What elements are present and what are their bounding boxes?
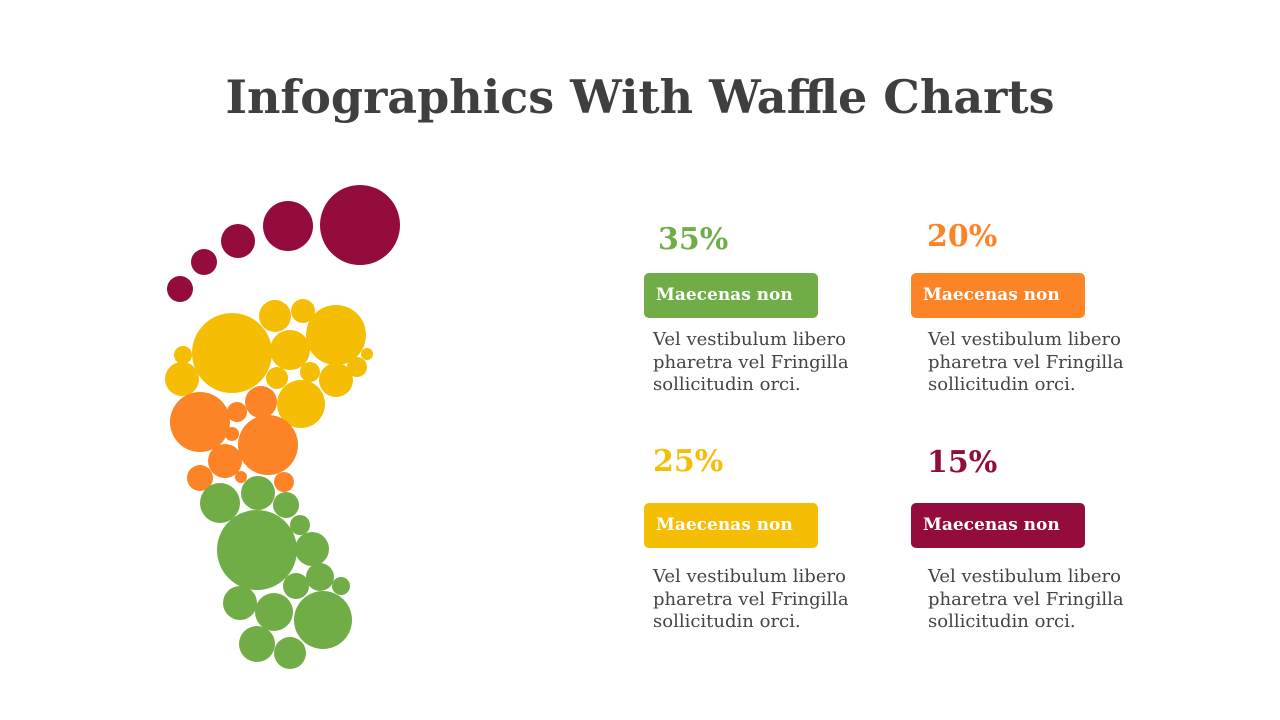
footprint-bubble-yellow (300, 362, 320, 382)
footprint-bubble-orange (170, 392, 230, 452)
footprint-bubble-green (241, 476, 275, 510)
footprint-bubble-green (306, 563, 334, 591)
description-maroon: Vel vestibulum libero pharetra vel Fring… (928, 566, 1124, 632)
footprint-bubble-yellow (361, 348, 373, 360)
page-title: Infographics With Waffle Charts (225, 70, 1055, 124)
footprint-bubble-yellow (277, 380, 325, 428)
label-box-orange: Maecenas non (911, 273, 1085, 318)
footprint-bubble-orange (227, 402, 247, 422)
footprint-bubble-yellow (306, 305, 366, 365)
footprint-bubble-green (239, 626, 275, 662)
footprint-bubble-maroon (263, 201, 313, 251)
footprint-bubble-maroon (191, 249, 217, 275)
footprint-bubble-orange (274, 472, 294, 492)
footprint-bubble-maroon (320, 185, 400, 265)
description-green: Vel vestibulum libero pharetra vel Fring… (653, 329, 849, 395)
footprint-bubble-illustration (165, 185, 400, 669)
footprint-bubble-green (255, 593, 293, 631)
footprint-bubble-green (294, 591, 352, 649)
footprint-bubble-yellow (270, 330, 310, 370)
footprint-bubble-orange (225, 427, 239, 441)
footprint-bubble-maroon (167, 276, 193, 302)
footprint-bubble-yellow (266, 367, 288, 389)
footprint-bubble-yellow (291, 299, 315, 323)
footprint-bubble-orange (187, 465, 213, 491)
footprint-bubble-green (283, 573, 309, 599)
footprint-bubble-green (217, 510, 297, 590)
footprint-bubble-yellow (192, 313, 272, 393)
description-orange: Vel vestibulum libero pharetra vel Fring… (928, 329, 1124, 395)
footprint-bubble-green (223, 586, 257, 620)
footprint-bubble-maroon (221, 224, 255, 258)
footprint-bubble-orange (235, 471, 247, 483)
percent-yellow: 25% (653, 444, 724, 479)
footprint-bubble-yellow (259, 300, 291, 332)
footprint-bubble-green (274, 637, 306, 669)
percent-green: 35% (658, 222, 729, 257)
label-box-maroon: Maecenas non (911, 503, 1085, 548)
description-yellow: Vel vestibulum libero pharetra vel Fring… (653, 566, 849, 632)
label-box-yellow: Maecenas non (644, 503, 818, 548)
footprint-bubble-yellow (347, 357, 367, 377)
footprint-bubble-yellow (319, 363, 353, 397)
footprint-bubble-green (290, 515, 310, 535)
footprint-bubble-green (295, 532, 329, 566)
footprint-bubble-yellow (165, 362, 199, 396)
footprint-bubble-yellow (174, 346, 192, 364)
footprint-bubble-green (200, 483, 240, 523)
label-box-green: Maecenas non (644, 273, 818, 318)
footprint-bubble-orange (238, 415, 298, 475)
footprint-bubble-green (273, 492, 299, 518)
percent-maroon: 15% (927, 445, 998, 480)
footprint-bubble-orange (208, 444, 242, 478)
footprint-bubble-green (332, 577, 350, 595)
footprint-bubble-orange (245, 386, 277, 418)
percent-orange: 20% (927, 219, 998, 254)
